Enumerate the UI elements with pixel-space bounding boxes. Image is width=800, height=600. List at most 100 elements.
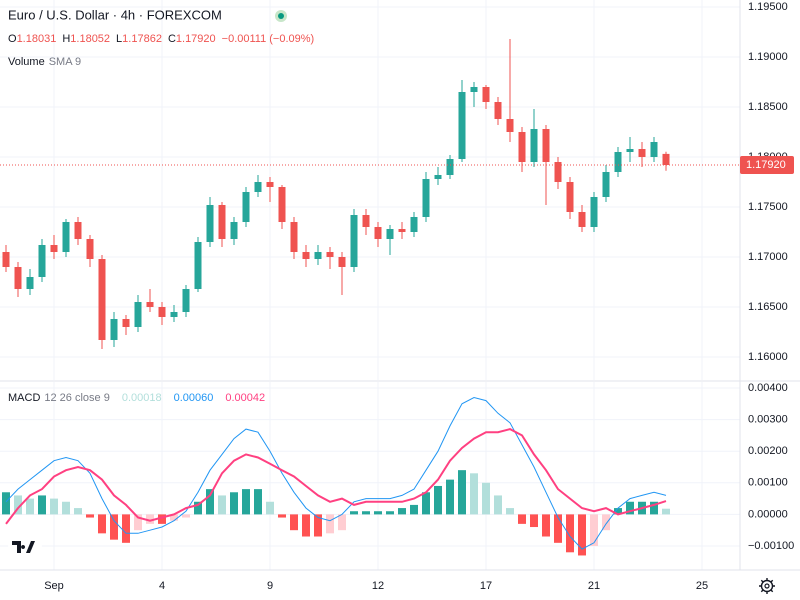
histogram-bar [650,501,658,515]
candle-body [662,153,670,165]
candle-body [518,132,526,162]
last-price-box [740,156,794,174]
candle-body [302,252,310,259]
indicator-params: SMA 9 [49,56,81,68]
histogram-bar [230,492,238,515]
candle-body [602,172,610,197]
candle-body [74,222,82,239]
ohlc-value: 1.17862 [122,33,162,45]
candle-body [494,102,502,119]
candle-body [386,229,394,239]
candle-body [434,175,442,179]
y-tick-label: 1.18500 [748,101,788,113]
histogram-bar [482,482,490,515]
ohlc-key: C [168,33,176,45]
candle-body [626,149,634,152]
y-tick-label: 0.00100 [748,477,788,489]
candle-body [98,259,106,340]
histogram-bar [254,489,262,515]
histogram-bar [530,514,538,528]
histogram-bar [626,501,634,515]
x-tick-label: 12 [372,580,384,592]
histogram-bar [374,511,382,515]
histogram-bar [446,479,454,515]
candle-body [638,149,646,157]
indicator-name: Volume [8,56,45,68]
y-tick-label: −0.00100 [748,540,794,552]
x-tick-label: 25 [696,580,708,592]
tv-logo[interactable] [8,535,42,559]
histogram-bar [134,514,142,531]
histogram-bar [62,501,70,515]
histogram-bar [506,508,514,515]
candle-body [350,215,358,267]
histogram-bar [422,492,430,515]
macd-last-value: 0.00060 [174,392,214,404]
candle-body [566,182,574,212]
macd-name: MACD [8,392,40,404]
candle-body [422,179,430,217]
candle-body [14,267,22,289]
candle-body [38,245,46,277]
y-tick-label: 0.00000 [748,508,788,520]
candle-body [398,229,406,232]
histogram-bar [566,514,574,553]
histogram-bar [26,498,34,515]
histogram-bar [590,514,598,546]
last-price-label: 1.17920 [746,159,786,171]
y-tick-label: 1.19500 [748,1,788,13]
candle-body [194,242,202,289]
candle-body [206,205,214,242]
ohlc-value: 1.18052 [70,33,110,45]
candle-body [134,302,142,327]
histogram-bar [314,514,322,537]
y-tick-label: 0.00300 [748,414,788,426]
histogram-bar [398,508,406,515]
histogram-bar [434,485,442,515]
y-tick-label: 1.16000 [748,351,788,363]
x-tick-label: Sep [44,580,64,592]
macd-last-value: 0.00042 [225,392,265,404]
candle-body [446,159,454,175]
candle-body [458,92,466,159]
settings-icon[interactable] [759,578,775,594]
candle-body [122,319,130,327]
histogram-bar [542,514,550,537]
candle-body [290,222,298,252]
y-tick-label: 0.00200 [748,445,788,457]
y-tick-label: 1.17000 [748,251,788,263]
candle-body [86,239,94,259]
candle-body [62,222,70,252]
histogram-bar [554,514,562,543]
histogram-bar [494,495,502,515]
candle-body [278,187,286,222]
candle-body [170,312,178,317]
y-tick-label: 1.17500 [748,201,788,213]
histogram-bar [338,514,346,531]
candle-body [554,162,562,182]
x-tick-label: 21 [588,580,600,592]
candle-body [182,289,190,312]
ohlc-value: 1.17920 [176,33,216,45]
ohlc-key: O [8,33,17,45]
candle-body [482,87,490,102]
histogram-bar [206,489,214,515]
candle-body [146,302,154,307]
candle-body [254,182,262,192]
histogram-bar [662,508,670,515]
histogram-bar [326,514,334,534]
histogram-bar [290,514,298,531]
ohlc-change: −0.00111 (−0.09%) [222,33,315,45]
candle-body [314,252,322,259]
histogram-bar [14,495,22,515]
indicator-legend: Volume SMA 9 [8,56,81,68]
histogram-bar [266,501,274,515]
macd-last-value: 0.00018 [122,392,162,404]
histogram-bar [278,514,286,518]
histogram-bar [50,498,58,515]
candle-body [230,222,238,239]
histogram-bar [302,514,310,537]
candle-body [158,307,166,317]
x-tick-label: 9 [267,580,273,592]
histogram-bar [386,511,394,515]
